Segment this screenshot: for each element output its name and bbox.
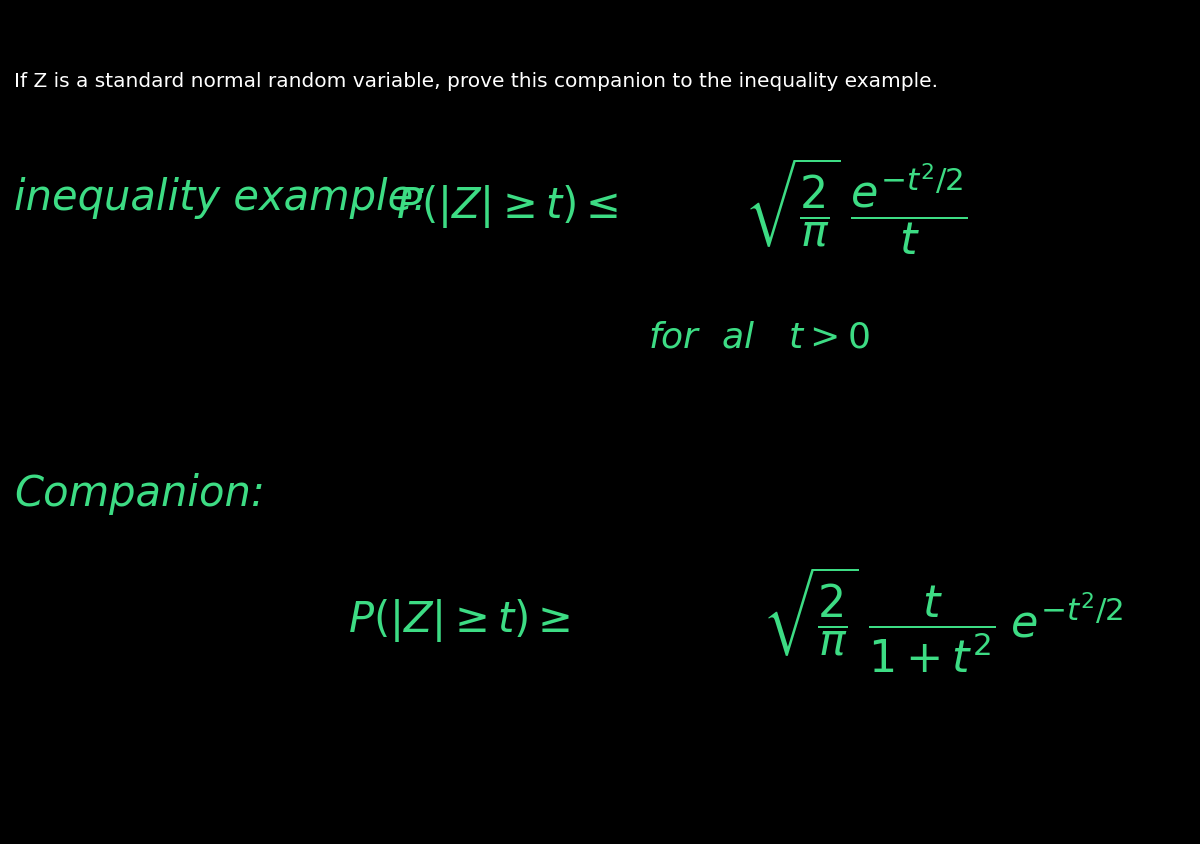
Text: $\sqrt{\dfrac{2}{\pi}}\;\dfrac{t}{1+t^2}\;e^{-t^2/2}$: $\sqrt{\dfrac{2}{\pi}}\;\dfrac{t}{1+t^2}… bbox=[762, 565, 1123, 675]
Text: $P(|Z| \geq t) \geq$: $P(|Z| \geq t) \geq$ bbox=[348, 597, 570, 644]
Text: $\sqrt{\dfrac{2}{\pi}}\;\dfrac{e^{-t^2/2}}{t}$: $\sqrt{\dfrac{2}{\pi}}\;\dfrac{e^{-t^2/2… bbox=[744, 156, 967, 257]
Text: Companion:: Companion: bbox=[14, 473, 265, 515]
Text: $P(|Z| \geq t) \leq$: $P(|Z| \geq t) \leq$ bbox=[396, 183, 618, 230]
Text: inequality example:: inequality example: bbox=[14, 177, 427, 219]
Text: $\mathit{for\ \ al\ \ \ t > 0}$: $\mathit{for\ \ al\ \ \ t > 0}$ bbox=[648, 321, 870, 354]
Text: If Z is a standard normal random variable, prove this companion to the inequalit: If Z is a standard normal random variabl… bbox=[14, 72, 938, 91]
